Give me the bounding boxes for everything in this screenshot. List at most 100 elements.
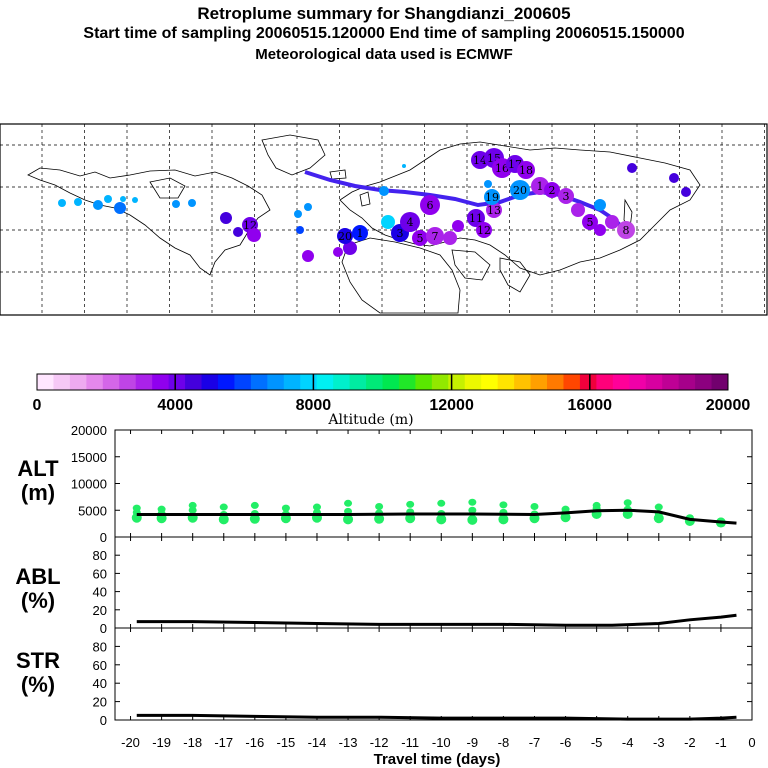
alt-scatter-point bbox=[437, 499, 446, 507]
alt-scatter-point bbox=[312, 503, 321, 511]
str-ytick-label: 20 bbox=[93, 695, 107, 710]
time-series-panels: ALT (m) ABL (%) STR (%) 0 5000 10000 15000 2… bbox=[15, 423, 755, 768]
x-tick-label: -19 bbox=[152, 735, 171, 750]
colorbar-tick-label: 0 bbox=[33, 397, 42, 414]
plume-marker bbox=[294, 210, 302, 218]
colorbar-cell bbox=[53, 374, 71, 390]
alt-scatter-point bbox=[530, 503, 539, 511]
plume-marker bbox=[333, 247, 343, 257]
alt-scatter-point bbox=[561, 505, 570, 513]
plume-marker bbox=[104, 195, 112, 203]
x-tick-label: -5 bbox=[591, 735, 603, 750]
colorbar-cell bbox=[695, 374, 713, 390]
colorbar-tick-label: 16000 bbox=[568, 397, 613, 414]
plume-marker bbox=[617, 221, 635, 239]
plume-marker bbox=[571, 203, 585, 217]
alt-scatter-point bbox=[654, 503, 663, 511]
x-tick-label: -3 bbox=[653, 735, 665, 750]
x-tick-label: -1 bbox=[715, 735, 727, 750]
plume-marker bbox=[247, 228, 261, 242]
colorbar-cell bbox=[711, 374, 729, 390]
plume-marker bbox=[544, 182, 560, 198]
alt-scatter-point bbox=[406, 500, 415, 508]
plume-marker-label: 18 bbox=[519, 164, 533, 177]
coast-hudson bbox=[149, 177, 186, 199]
alt-scatter-point bbox=[188, 506, 197, 514]
plume-marker bbox=[594, 224, 606, 236]
x-tick-label: -8 bbox=[498, 735, 510, 750]
colorbar-frame bbox=[36, 373, 729, 391]
plume-marker bbox=[337, 228, 353, 244]
colorbar-cell bbox=[678, 374, 696, 390]
plume-marker-label: 6 bbox=[427, 199, 434, 212]
colorbar-cell bbox=[234, 374, 252, 390]
colorbar-cell bbox=[300, 374, 318, 390]
x-tick-label: -10 bbox=[432, 735, 451, 750]
colorbar-cell bbox=[86, 374, 104, 390]
alt-scatter-point bbox=[499, 501, 508, 509]
abl-label-line2: (%) bbox=[21, 588, 55, 613]
plume-marker bbox=[594, 199, 606, 211]
colorbar-ticks: 0 4000 8000 12000 16000 20000 bbox=[33, 374, 750, 414]
coast-north-america bbox=[27, 167, 271, 276]
plume-marker bbox=[582, 214, 598, 230]
alt-scatter-point bbox=[560, 512, 571, 523]
alt-scatter-point bbox=[623, 499, 632, 507]
plume-marker bbox=[517, 161, 535, 179]
plume-marker bbox=[233, 227, 243, 237]
plume-marker bbox=[412, 230, 428, 246]
plume-marker bbox=[402, 164, 406, 168]
plume-marker bbox=[510, 180, 530, 200]
alt-label-line2: (m) bbox=[21, 480, 55, 505]
plume-marker bbox=[484, 189, 500, 205]
x-tick-label: 0 bbox=[748, 735, 755, 750]
altitude-colorbar: 0 4000 8000 12000 16000 20000 Altitude (m) bbox=[33, 373, 750, 428]
colorbar-cell bbox=[629, 374, 647, 390]
abl-ytick-label: 60 bbox=[93, 566, 107, 581]
str-label-line1: STR bbox=[16, 648, 60, 673]
plume-marker bbox=[93, 200, 103, 210]
plume-marker bbox=[443, 231, 457, 245]
colorbar-cell bbox=[464, 374, 482, 390]
alt-label-line1: ALT bbox=[17, 456, 59, 481]
plume-marker-label: 2 bbox=[549, 184, 556, 197]
plume-marker bbox=[420, 195, 440, 215]
panel-plots: 0 5000 10000 15000 20000 0 20 40 60 80 0 20 40 60 80 -2… bbox=[71, 423, 756, 750]
x-tick-label: -12 bbox=[370, 735, 389, 750]
alt-scatter-point bbox=[374, 513, 385, 524]
str-panel-frame bbox=[114, 627, 753, 721]
colorbar-cell bbox=[267, 374, 285, 390]
plume-marker bbox=[220, 212, 232, 224]
coast-arabia bbox=[451, 249, 491, 281]
colorbar-cell bbox=[398, 374, 416, 390]
x-tick-label: -14 bbox=[308, 735, 327, 750]
str-ytick-label: 40 bbox=[93, 676, 107, 691]
str-ytick-label: 60 bbox=[93, 658, 107, 673]
plume-marker bbox=[484, 180, 492, 188]
colorbar-cell bbox=[547, 374, 564, 390]
plume-marker bbox=[467, 209, 485, 227]
abl-ytick-label: 80 bbox=[93, 548, 107, 563]
plume-marker-label: 5 bbox=[587, 216, 594, 229]
plume-marker-label: 3 bbox=[397, 227, 404, 240]
x-tick-label: -6 bbox=[560, 735, 572, 750]
alt-scatter-point bbox=[157, 505, 166, 513]
plume-marker bbox=[74, 198, 82, 206]
plume-marker bbox=[302, 250, 314, 262]
x-tick-label: -18 bbox=[183, 735, 202, 750]
plume-marker-label: 3 bbox=[563, 190, 570, 203]
colorbar-cell bbox=[431, 374, 449, 390]
alt-scatter-point bbox=[132, 504, 141, 512]
x-tick-label: -15 bbox=[277, 735, 296, 750]
colorbar-cell bbox=[185, 374, 203, 390]
colorbar-cell bbox=[645, 374, 663, 390]
plume-marker bbox=[426, 227, 444, 245]
abl-series-line bbox=[136, 613, 737, 627]
colorbar-cell bbox=[579, 374, 597, 390]
str-ytick-label: 0 bbox=[100, 713, 107, 728]
coast-greenland bbox=[261, 134, 326, 176]
alt-scatter-point bbox=[592, 501, 601, 509]
x-tick-label: -20 bbox=[121, 735, 140, 750]
